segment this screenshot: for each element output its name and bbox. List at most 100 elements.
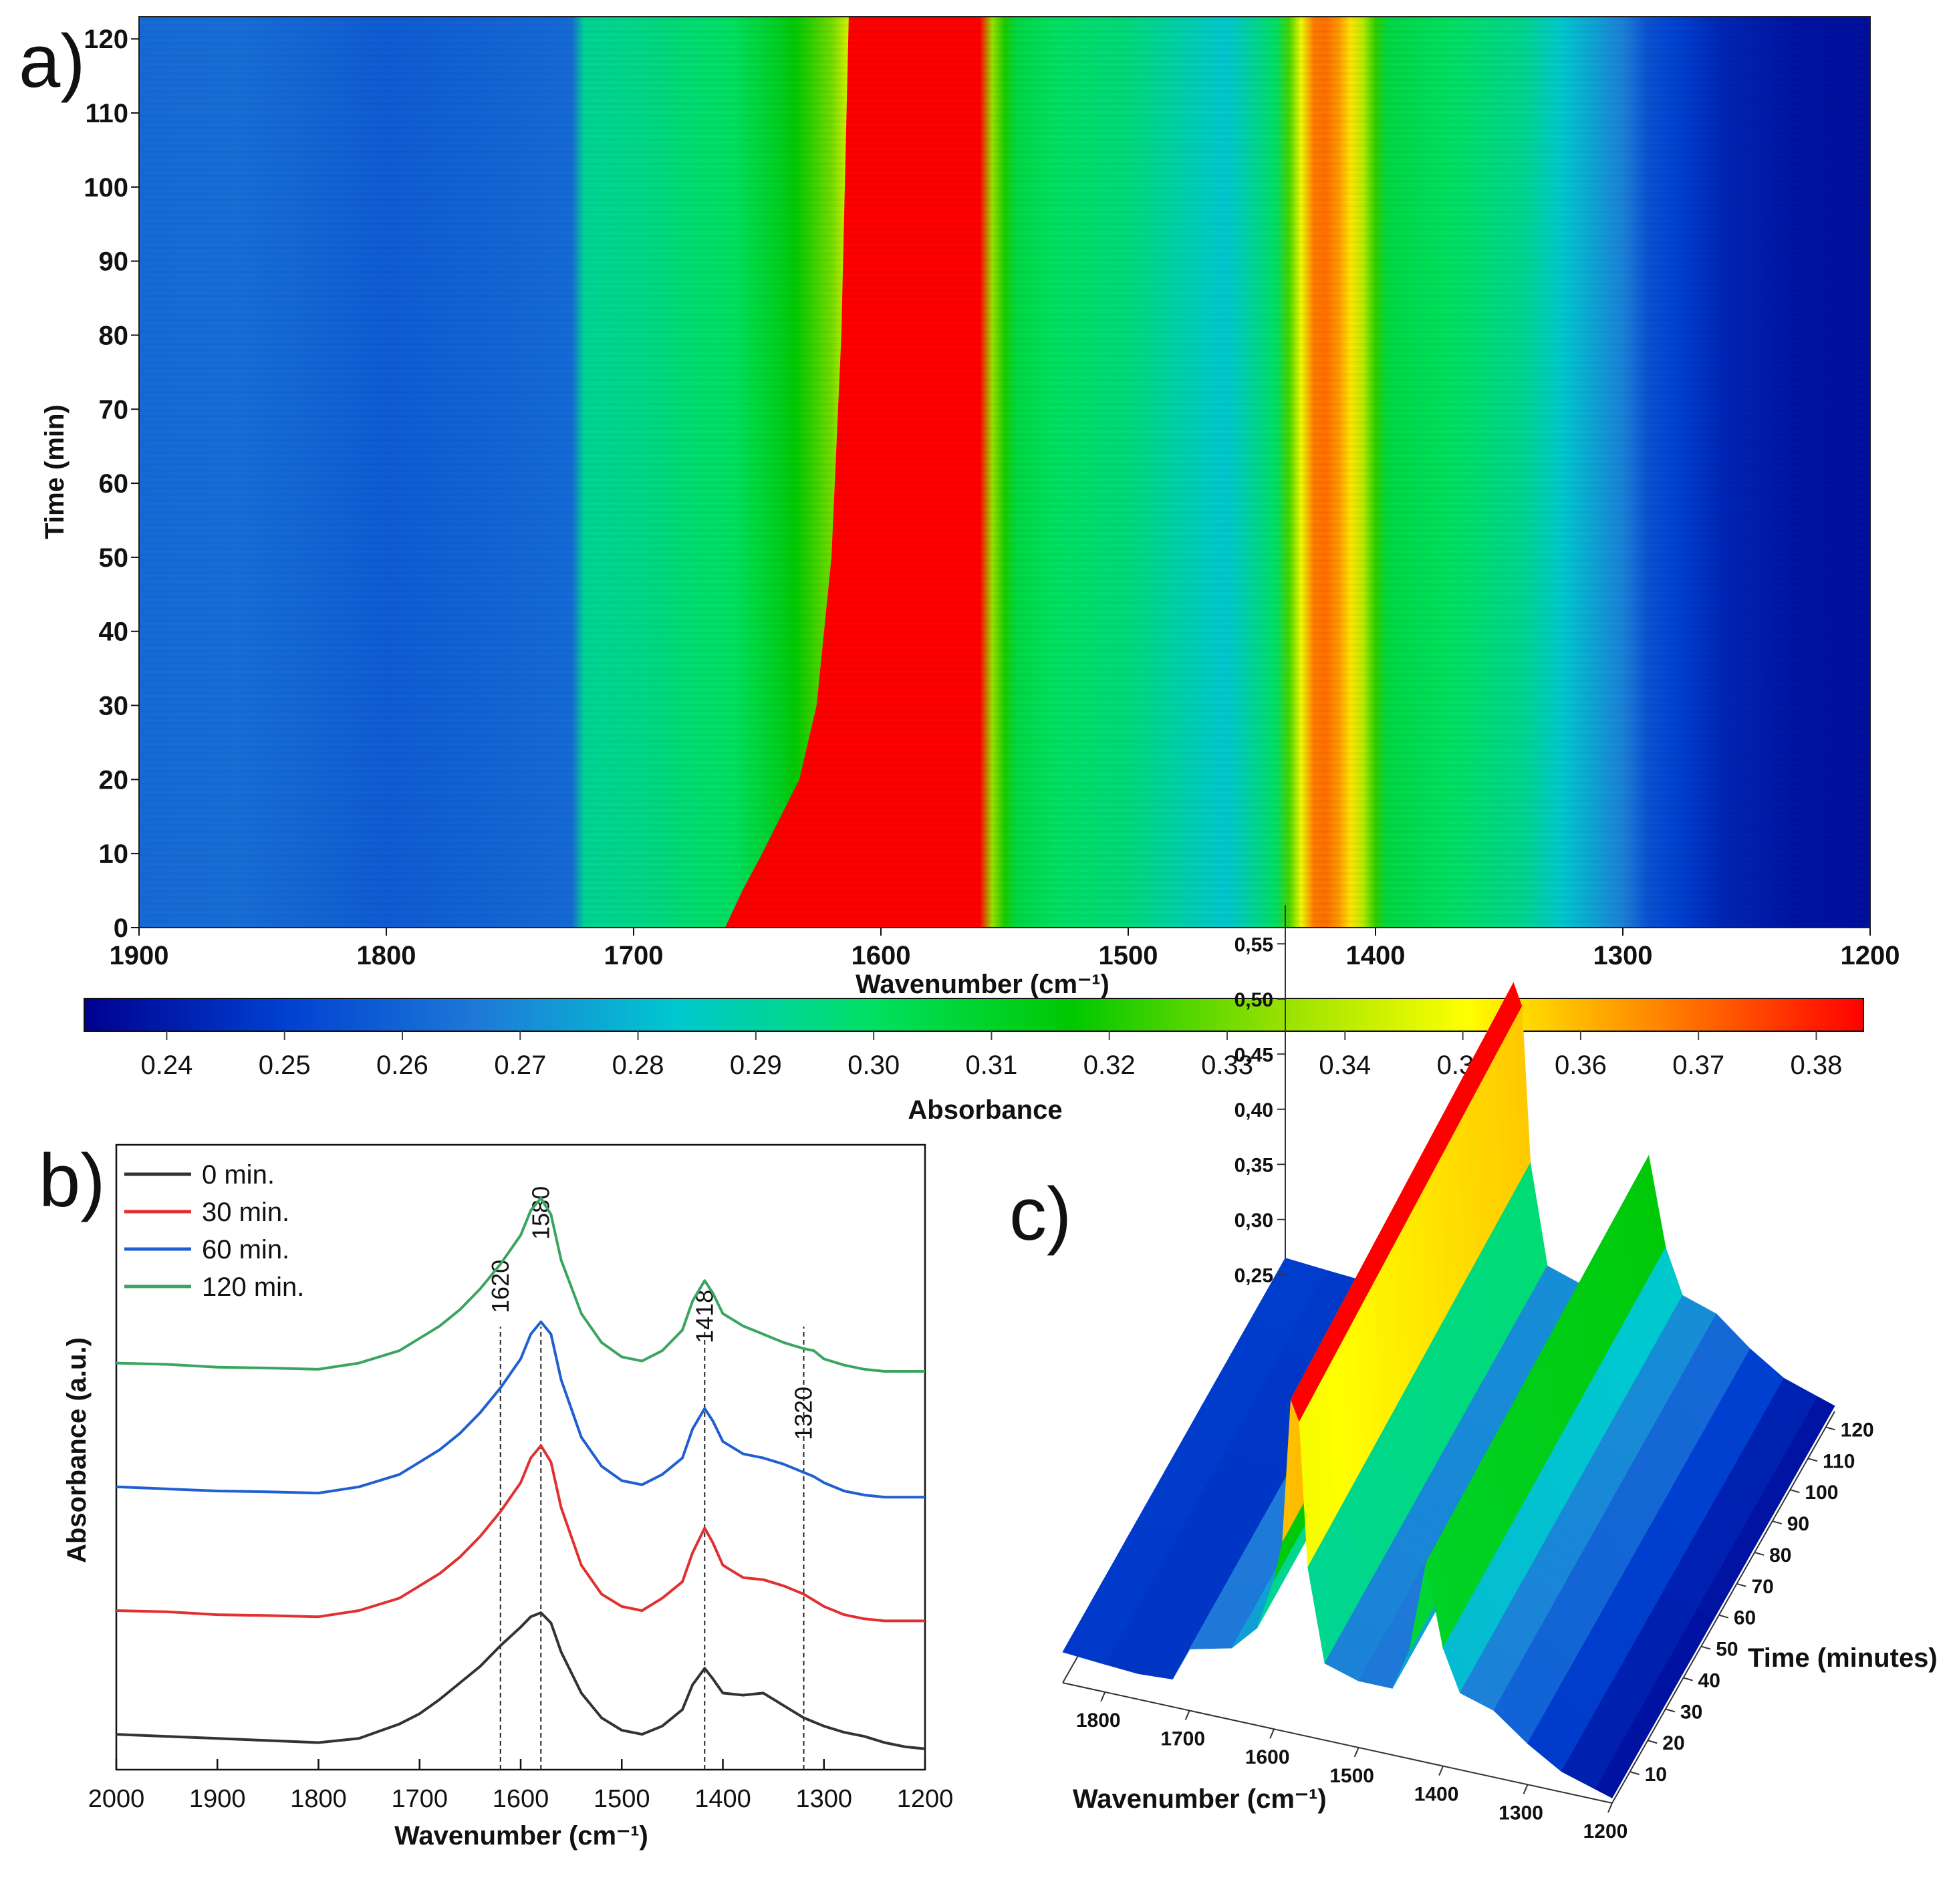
surface-y-tick-label: 70	[1751, 1576, 1773, 1598]
spectra-x-tick-label: 1900	[189, 1785, 246, 1813]
heatmap-x-tick-label: 1400	[1346, 941, 1406, 970]
spectra-x-tick-label: 2000	[88, 1785, 145, 1813]
colorbar-tick-label: 0.30	[848, 1051, 900, 1080]
heatmap-y-tick-label: 50	[99, 543, 129, 573]
surface-plot	[1062, 982, 1835, 1798]
surface-x-tick-label: 1800	[1076, 1710, 1121, 1732]
heatmap-y-tick-label: 120	[84, 25, 128, 54]
surface-y-tick	[1718, 1614, 1729, 1619]
surface-x-tick-label: 1700	[1160, 1728, 1205, 1750]
surface-y-tick-label: 10	[1645, 1764, 1667, 1786]
surface-y-axis	[1611, 1411, 1835, 1804]
heatmap-y-tick-label: 100	[84, 173, 128, 202]
colorbar-tick-label: 0.31	[966, 1051, 1018, 1080]
colorbar-tick-label: 0.33	[1201, 1051, 1253, 1080]
surface-y-tick	[1700, 1645, 1711, 1650]
surface-x-tick	[1438, 1766, 1444, 1776]
heatmap-x-tick-label: 1600	[852, 941, 911, 970]
spectra-x-tick-label: 1500	[594, 1785, 650, 1813]
spectra-x-tick-label: 1200	[897, 1785, 954, 1813]
surface-y-tick	[1736, 1583, 1746, 1587]
surface-y-tick-label: 60	[1734, 1607, 1756, 1629]
surface-y-tick-label: 90	[1787, 1513, 1809, 1535]
spectra-x-tick-label: 1300	[795, 1785, 852, 1813]
surface-z-tick-label: 0,45	[1234, 1044, 1273, 1066]
surface-y-tick-label: 30	[1680, 1701, 1702, 1723]
peak-label: 1320	[790, 1387, 817, 1440]
spectrum-line	[116, 1320, 925, 1499]
heatmap-x-tick-label: 1700	[604, 941, 664, 970]
surface-z-tick-label: 0,35	[1234, 1154, 1273, 1176]
legend-label: 120 min.	[202, 1272, 304, 1302]
colorbar-tick-label: 0.24	[140, 1051, 192, 1080]
heatmap-ylabel: Time (min)	[40, 404, 70, 539]
panel-c-label: c)	[1009, 1172, 1071, 1256]
spectra-x-tick-label: 1800	[290, 1785, 347, 1813]
panel-a: a) 0 10 20 30 40 50 60 70 80 90 100 110 120 1900 1800…	[19, 16, 1900, 1125]
colorbar-tick-label: 0.27	[494, 1051, 546, 1080]
surface-y-tick	[1754, 1551, 1765, 1556]
surface-ticks: 1800 1700 1600 1500 1400 1300 1200 10 20 30 40 50 60…	[1076, 934, 1874, 1843]
heatmap-y-tick-label: 80	[99, 321, 129, 350]
colorbar-label: Absorbance	[908, 1095, 1062, 1125]
spectrum-line	[116, 1196, 925, 1373]
heatmap-y-tick-label: 110	[85, 99, 128, 128]
surface-x-axis	[1062, 1682, 1613, 1804]
colorbar-tick-label: 0.28	[612, 1051, 664, 1080]
heatmap-y-tick-label: 60	[99, 469, 129, 499]
surface-y-tick	[1648, 1740, 1658, 1744]
heatmap-texture	[139, 17, 1870, 928]
colorbar-tick-label: 0.26	[376, 1051, 428, 1080]
surface-y-tick	[1772, 1520, 1783, 1525]
surface-x-tick	[1269, 1728, 1275, 1739]
heatmap-frame	[138, 16, 1871, 928]
surface-x-tick	[1100, 1691, 1106, 1702]
panel-c: c) 1800 1700 1600 1500 1400 1300 1200 10 20 30 40 5…	[1009, 905, 1938, 1843]
spectra-x-tick-label: 1700	[391, 1785, 448, 1813]
colorbar-tick-label: 0.36	[1555, 1051, 1607, 1080]
surface-x-tick-label: 1300	[1498, 1802, 1543, 1824]
legend-label: 30 min.	[202, 1198, 289, 1227]
surface-y-tick	[1683, 1677, 1693, 1681]
surface-y-tick	[1807, 1458, 1818, 1462]
surface-z-tick-label: 0,40	[1234, 1099, 1273, 1121]
surface-y-tick-label: 40	[1698, 1669, 1720, 1691]
surface-y-tick-label: 110	[1823, 1450, 1855, 1472]
surface-y-tick	[1665, 1708, 1676, 1713]
surface-y-tick-label: 120	[1841, 1419, 1874, 1441]
heatmap-y-tick-label: 30	[99, 692, 129, 721]
surface-x-tick	[1353, 1747, 1359, 1758]
colorbar-tick-label: 0.34	[1319, 1051, 1371, 1080]
colorbar-tick-label: 0.29	[730, 1051, 782, 1080]
peak-label: 1620	[487, 1260, 514, 1313]
heatmap-xlabel: Wavenumber (cm⁻¹)	[856, 970, 1110, 999]
surface-z-tick-label: 0,30	[1234, 1210, 1273, 1232]
panel-a-label: a)	[19, 19, 86, 103]
surface-y-tick-label: 80	[1769, 1544, 1791, 1567]
colorbar-ticks: 0.24 0.25 0.26 0.27 0.28 0.29 0.30 0.31 0.32 0.33…	[140, 1031, 1842, 1080]
surface-x-tick-label: 1200	[1583, 1820, 1628, 1843]
heatmap-x-tick-label: 1900	[110, 941, 169, 970]
colorbar: 0.24 0.25 0.26 0.27 0.28 0.29 0.30 0.31 0.32 0.33…	[84, 998, 1864, 1125]
legend-label: 0 min.	[202, 1160, 275, 1190]
spectra-xlabel: Wavenumber (cm⁻¹)	[394, 1821, 648, 1851]
surface-patch	[1595, 1772, 1622, 1798]
spectrum-line	[116, 1444, 925, 1623]
heatmap-y-tick-label: 40	[99, 618, 129, 647]
surface-x-tick	[1184, 1710, 1190, 1720]
spectra-legend: 0 min. 30 min. 60 min. 120 min.	[124, 1160, 304, 1302]
heatmap-x-tick-label: 1300	[1593, 941, 1653, 970]
heatmap-plot	[138, 16, 1871, 928]
colorbar-tick-label: 0.25	[259, 1051, 311, 1080]
surface-z-tick-label: 0,55	[1234, 934, 1273, 956]
colorbar-tick-label: 0.37	[1672, 1051, 1724, 1080]
spectra-lines	[116, 1196, 926, 1750]
colorbar-tick-label: 0.32	[1083, 1051, 1136, 1080]
spectra-x-ticks: 2000 1900 1800 1700 1600 1500 1400 1300 1200	[88, 1759, 954, 1813]
colorbar-tick-label: 0.38	[1791, 1051, 1843, 1080]
heatmap-x-tick-label: 1800	[357, 941, 416, 970]
surface-x-tick	[1523, 1784, 1529, 1794]
surface-y-tick-label: 20	[1662, 1732, 1684, 1754]
